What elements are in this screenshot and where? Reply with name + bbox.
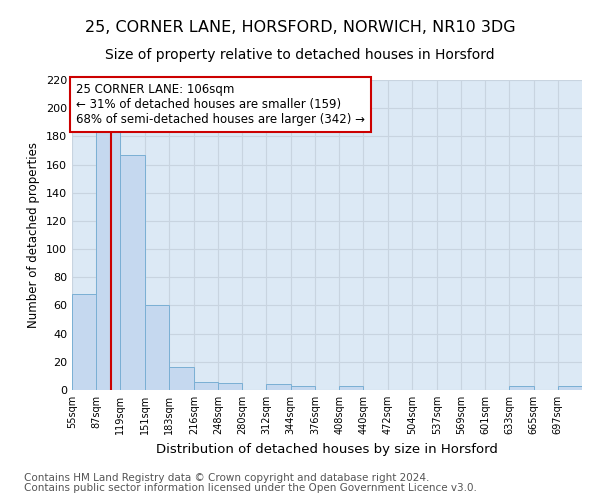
X-axis label: Distribution of detached houses by size in Horsford: Distribution of detached houses by size … bbox=[156, 442, 498, 456]
Bar bbox=[266, 384, 290, 390]
Text: 25 CORNER LANE: 106sqm
← 31% of detached houses are smaller (159)
68% of semi-de: 25 CORNER LANE: 106sqm ← 31% of detached… bbox=[76, 83, 365, 126]
Bar bbox=[558, 386, 582, 390]
Text: Contains public sector information licensed under the Open Government Licence v3: Contains public sector information licen… bbox=[24, 483, 477, 493]
Bar bbox=[290, 386, 315, 390]
Bar bbox=[218, 383, 242, 390]
Y-axis label: Number of detached properties: Number of detached properties bbox=[28, 142, 40, 328]
Bar bbox=[194, 382, 218, 390]
Bar bbox=[509, 386, 533, 390]
Text: Contains HM Land Registry data © Crown copyright and database right 2024.: Contains HM Land Registry data © Crown c… bbox=[24, 473, 430, 483]
Bar bbox=[339, 386, 364, 390]
Bar bbox=[72, 294, 96, 390]
Bar bbox=[96, 132, 121, 390]
Bar bbox=[169, 368, 194, 390]
Text: Size of property relative to detached houses in Horsford: Size of property relative to detached ho… bbox=[105, 48, 495, 62]
Bar bbox=[145, 306, 169, 390]
Text: 25, CORNER LANE, HORSFORD, NORWICH, NR10 3DG: 25, CORNER LANE, HORSFORD, NORWICH, NR10… bbox=[85, 20, 515, 35]
Bar bbox=[121, 154, 145, 390]
